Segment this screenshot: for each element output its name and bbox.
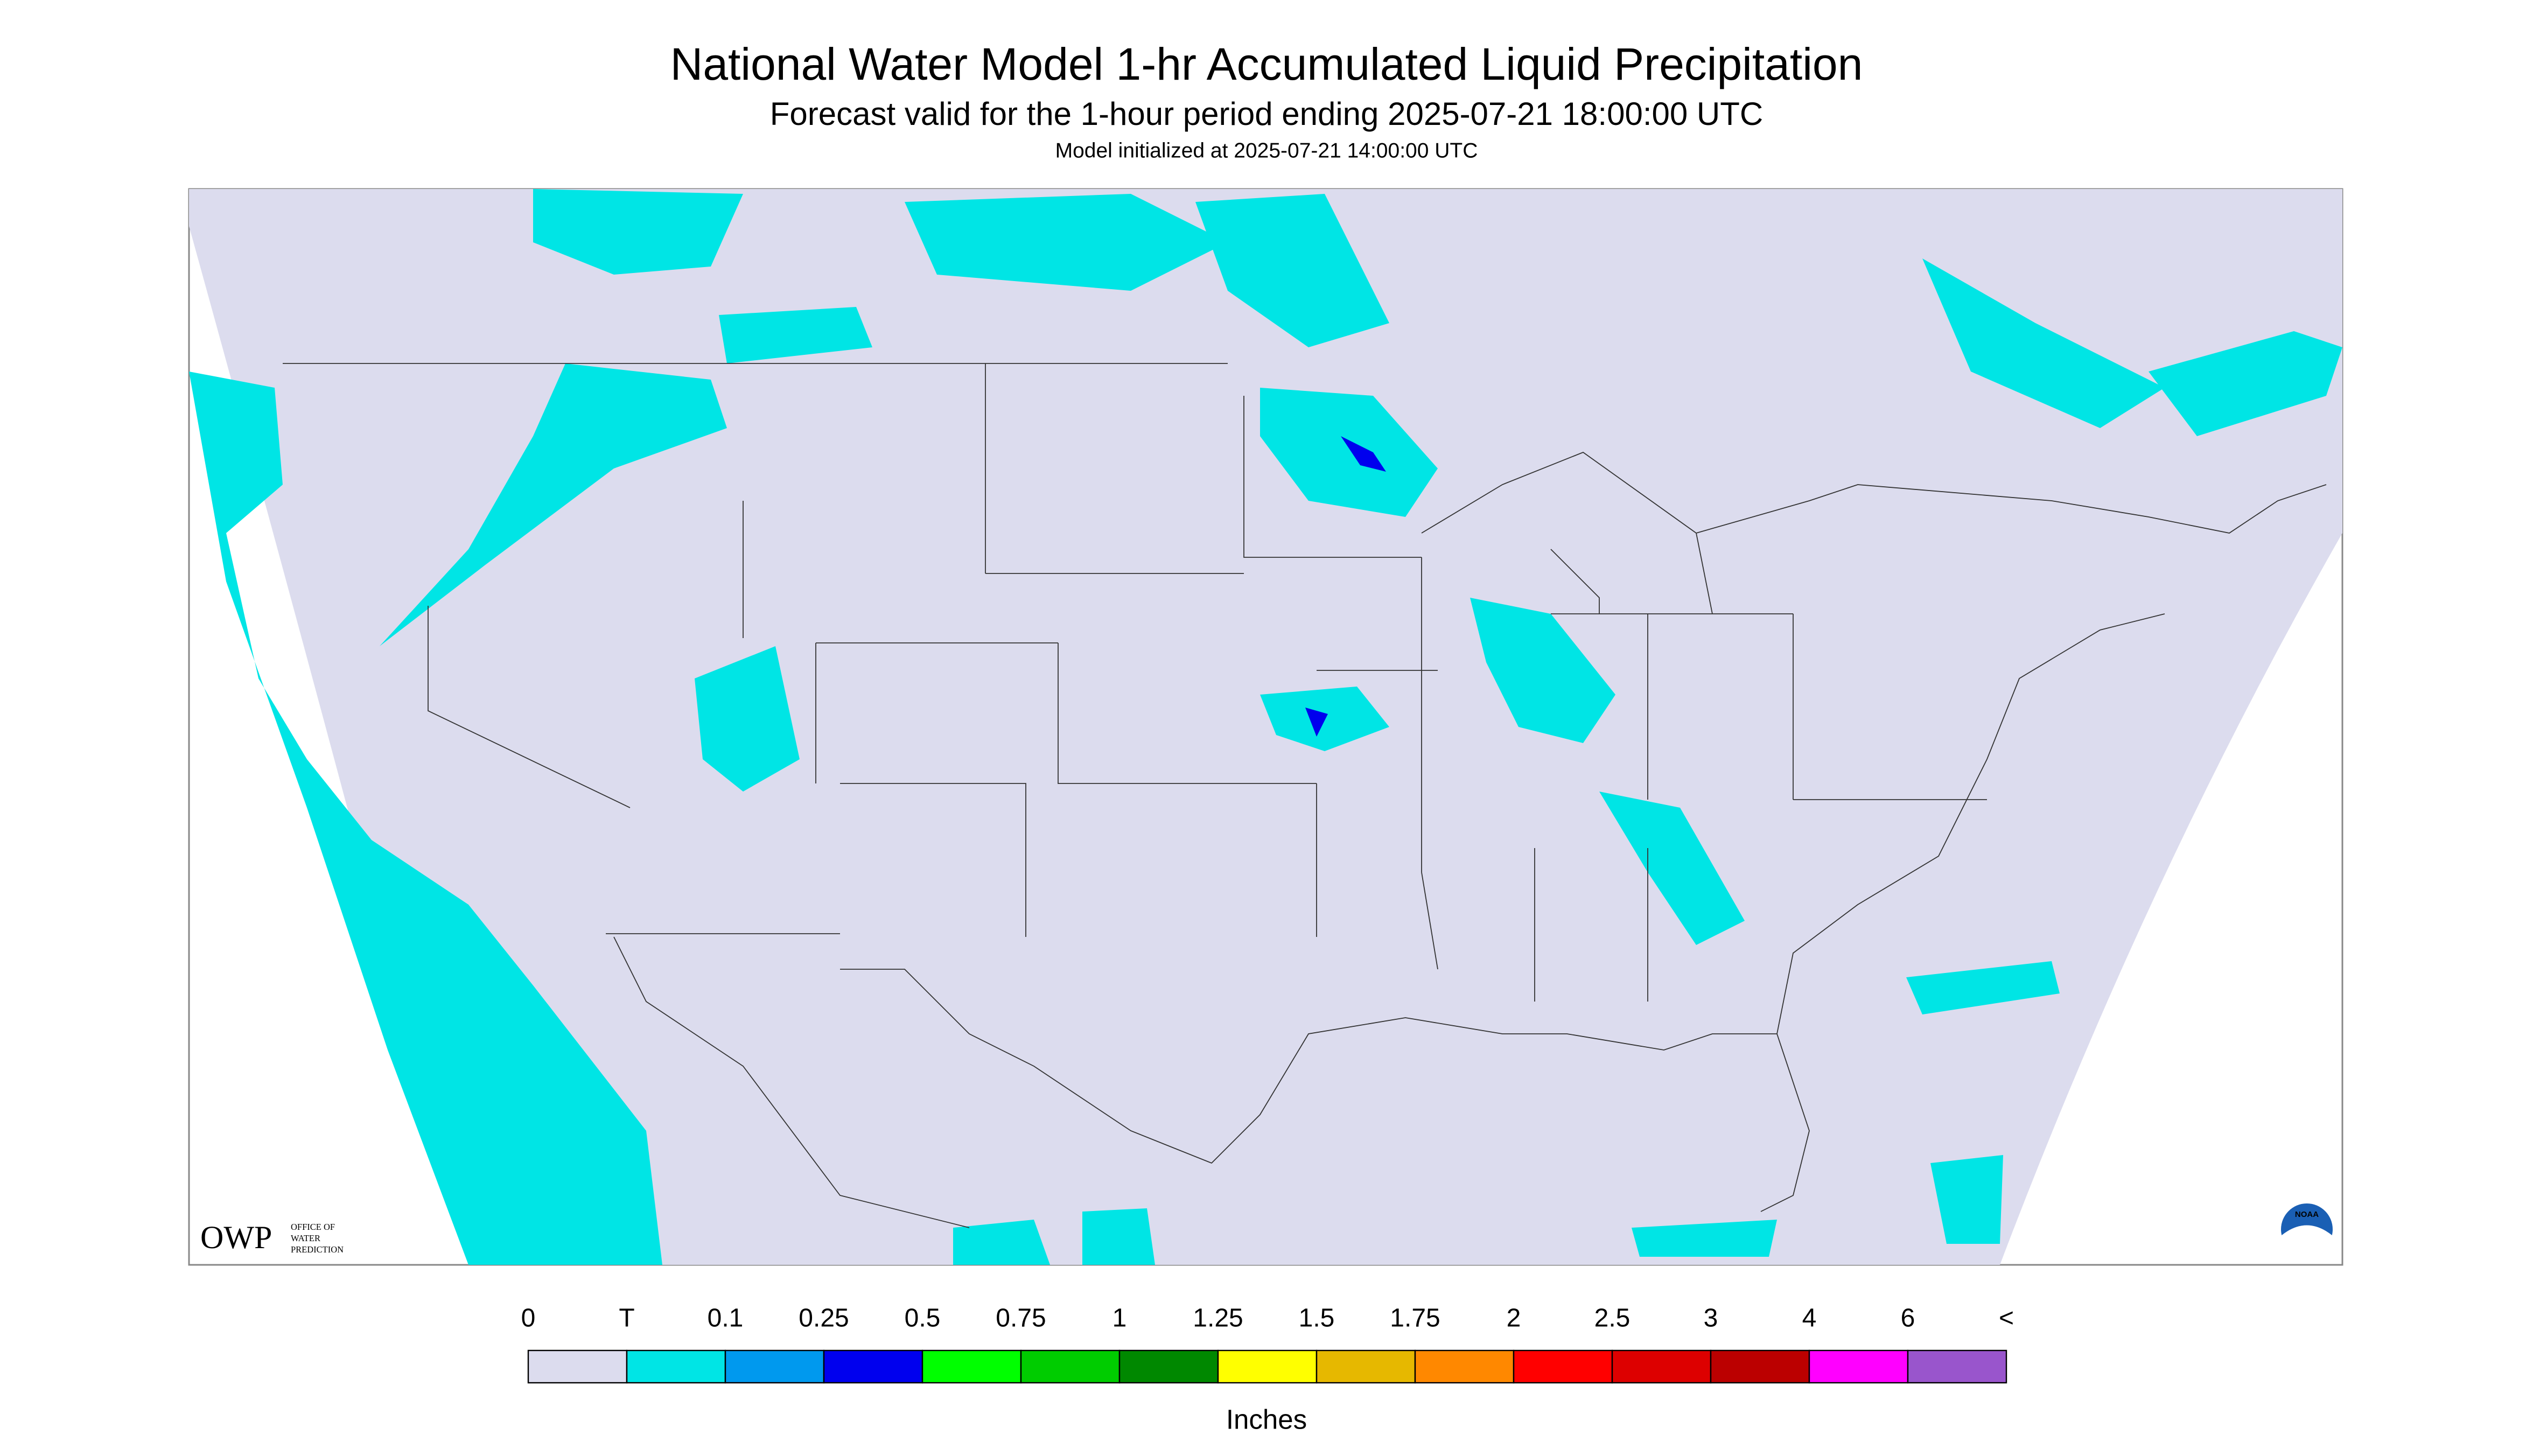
logo-text: OFFICE OF WATER PREDICTION (291, 1222, 344, 1255)
legend-label: 1 (1112, 1304, 1127, 1333)
legend-swatch (921, 1349, 1022, 1384)
precip-area (1470, 598, 1615, 744)
precip-area (905, 194, 1228, 291)
legend-label: 0.1 (708, 1304, 744, 1333)
precip-area (953, 1220, 1050, 1265)
legend-swatch (1907, 1349, 2007, 1384)
precip-area (1260, 388, 1438, 517)
legend-swatch (1020, 1349, 1121, 1384)
noaa-label: NOAA (2295, 1210, 2319, 1219)
precip-area-heavy (1305, 708, 1328, 737)
legend-swatch (1414, 1349, 1515, 1384)
legend-label: 0.5 (905, 1304, 941, 1333)
precip-area (189, 372, 662, 1265)
legend-swatch (1513, 1349, 1613, 1384)
subtitle: Forecast valid for the 1-hour period end… (770, 96, 1763, 132)
title: National Water Model 1-hr Accumulated Li… (670, 39, 1863, 89)
legend-label: 6 (1901, 1304, 1915, 1333)
precip-area (533, 189, 743, 275)
legend-swatch (823, 1349, 923, 1384)
legend-label: T (619, 1304, 634, 1333)
precip-area (719, 307, 872, 364)
precip-area (1922, 258, 2165, 429)
legend-swatch (1710, 1349, 1810, 1384)
init-time: Model initialized at 2025-07-21 14:00:00… (1055, 139, 1478, 162)
legend-swatch (1217, 1349, 1318, 1384)
great-lakes (1421, 451, 2327, 614)
legend-swatch (1808, 1349, 1909, 1384)
legend-swatch (724, 1349, 825, 1384)
logo-line: OFFICE OF (291, 1222, 335, 1232)
precip-area (2149, 331, 2342, 437)
legend-unit: Inches (1226, 1404, 1307, 1434)
legend: 0 T 0.1 0.25 0.5 0.75 1 1.25 1.5 1.75 2 2.5 3 4 6 < (521, 1304, 2014, 1384)
precip-area (1082, 1208, 1155, 1265)
map: OWP OFFICE OF WATER PREDICTION NOAA (188, 188, 2343, 1266)
legend-label: 0 (521, 1304, 536, 1333)
precip-areas (189, 189, 2342, 1265)
legend-label: 2.5 (1594, 1304, 1631, 1333)
legend-swatch (527, 1349, 628, 1384)
legend-label: 1.25 (1193, 1304, 1243, 1333)
logo-line: WATER (291, 1233, 320, 1243)
logo-name: OWP (200, 1220, 272, 1255)
precip-area (695, 646, 800, 792)
legend-label: 0.75 (996, 1304, 1046, 1333)
legend-swatch (1611, 1349, 1712, 1384)
model-domain (189, 189, 2342, 1265)
legend-label: 2 (1507, 1304, 1521, 1333)
precip-area (1906, 961, 2060, 1015)
precip-area (1195, 194, 1389, 348)
noaa-wave (2281, 1225, 2333, 1262)
legend-swatch (1316, 1349, 1416, 1384)
precip-area (1632, 1220, 1777, 1257)
legend-swatch (1118, 1349, 1219, 1384)
precip-area (1599, 792, 1745, 946)
legend-swatch (626, 1349, 726, 1384)
precip-area-heavy (1341, 436, 1386, 472)
borders (283, 363, 2327, 1228)
legend-label: < (1999, 1304, 2014, 1333)
precip-area (380, 363, 727, 647)
logo-line: PREDICTION (291, 1244, 344, 1255)
legend-label: 1.5 (1299, 1304, 1335, 1333)
legend-label: 3 (1704, 1304, 1718, 1333)
legend-label: 0.25 (799, 1304, 849, 1333)
state-border (283, 363, 1438, 937)
legend-label: 4 (1802, 1304, 1817, 1333)
coastline (613, 613, 2165, 1228)
legend-label: 1.75 (1390, 1304, 1440, 1333)
precip-area (1930, 1155, 2003, 1244)
